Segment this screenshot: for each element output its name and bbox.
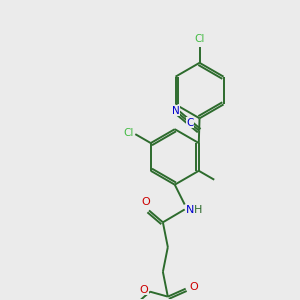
Text: O: O <box>139 285 148 295</box>
Text: Cl: Cl <box>123 128 133 138</box>
Text: O: O <box>142 197 150 208</box>
Text: O: O <box>190 282 198 292</box>
Text: H: H <box>194 206 202 215</box>
Text: Cl: Cl <box>194 34 205 44</box>
Text: N: N <box>172 106 180 116</box>
Text: N: N <box>186 206 194 215</box>
Text: C: C <box>186 118 194 128</box>
